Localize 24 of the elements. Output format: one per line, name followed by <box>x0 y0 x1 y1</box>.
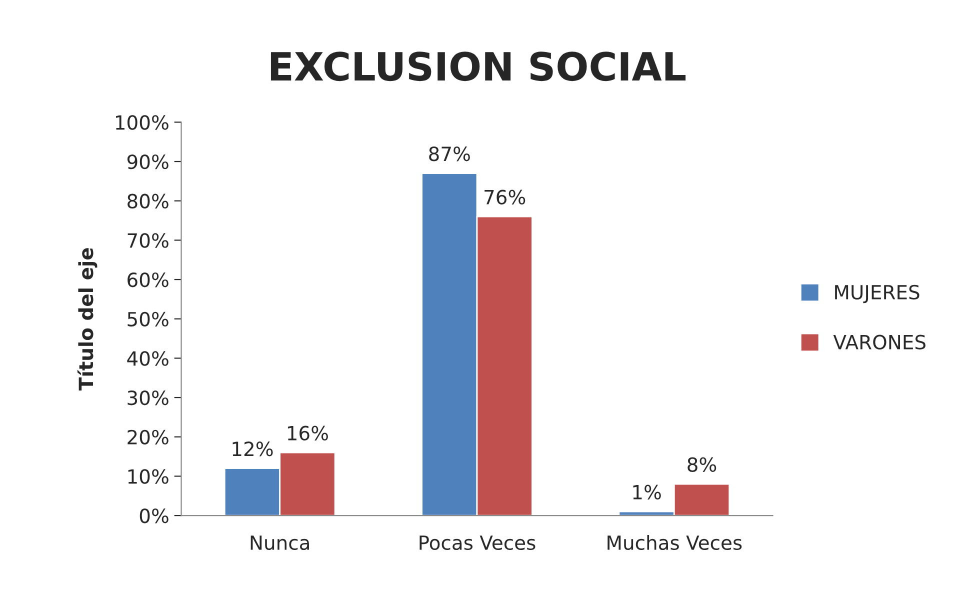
chart-title: EXCLUSION SOCIAL <box>270 52 686 82</box>
x-tick-label: Pocas Veces <box>420 536 536 550</box>
y-tick-label: 70% <box>128 233 168 248</box>
y-tick-label: 0% <box>140 508 168 524</box>
y-tick-label: 10% <box>128 469 168 484</box>
y-tick-label: 100% <box>116 115 168 130</box>
data-label: 8% <box>688 457 716 472</box>
y-tick-label: 50% <box>128 312 168 327</box>
y-tick-label: 20% <box>128 430 168 445</box>
x-tick-label: Muchas Veces <box>608 534 742 550</box>
x-tick-label: Nunca <box>250 536 309 550</box>
y-tick-label: 30% <box>128 390 168 406</box>
y-tick-label: 60% <box>128 272 168 288</box>
data-label: 76% <box>484 190 526 204</box>
data-label: 87% <box>429 146 470 162</box>
data-label: 16% <box>288 426 328 440</box>
y-axis-title: Título del eje <box>77 248 98 390</box>
data-label: 12% <box>232 442 273 456</box>
y-tick-label: 90% <box>127 154 168 170</box>
y-tick-label: 40% <box>127 351 168 366</box>
legend-label: VARONES <box>833 334 926 350</box>
y-tick-label: 80% <box>128 194 168 209</box>
data-label: 1% <box>633 484 661 500</box>
legend-label: MUJERES <box>835 284 920 304</box>
